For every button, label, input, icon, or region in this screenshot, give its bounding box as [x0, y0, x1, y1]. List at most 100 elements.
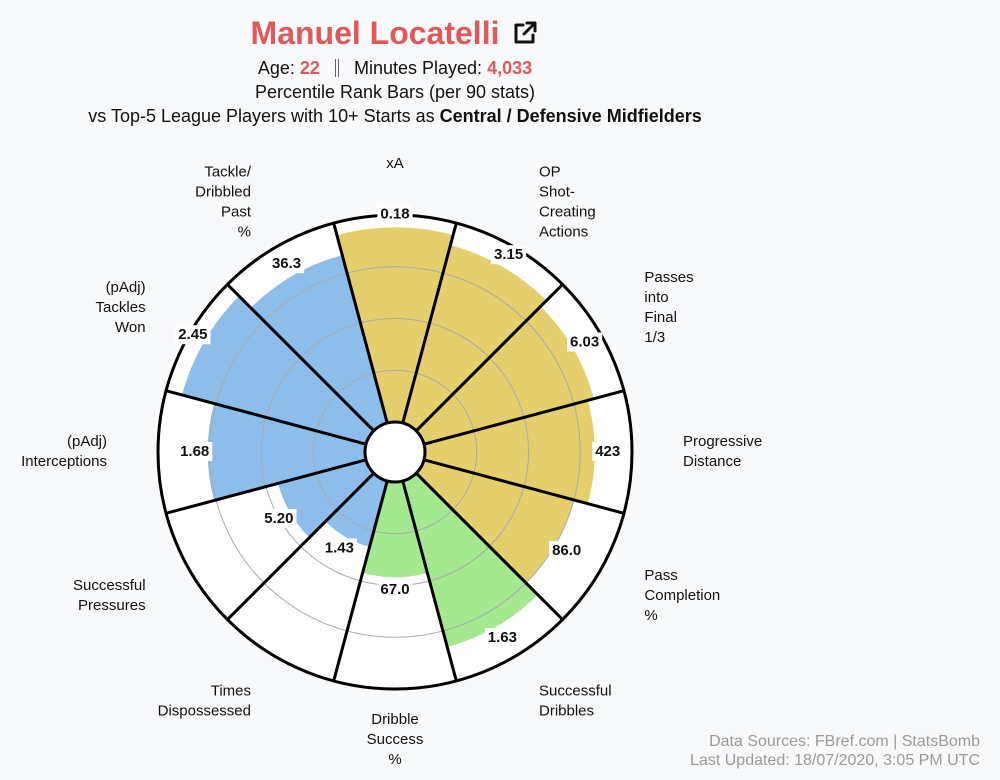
- spoke: [165, 389, 367, 446]
- subtitle: Percentile Rank Bars (per 90 stats): [254, 82, 536, 102]
- stat-label: 36.3: [272, 255, 301, 272]
- spoke: [423, 458, 625, 515]
- minutes-value: 4,033: [487, 58, 533, 78]
- category-label: Successful: [539, 682, 612, 699]
- stat-label: 86.0: [552, 542, 581, 559]
- category-label: Pressures: [78, 597, 146, 614]
- stat-label-group: 86.0: [549, 541, 585, 561]
- category-label: Dribbled: [195, 184, 251, 201]
- age-value: 22: [299, 58, 320, 78]
- stat-label: 0.18: [380, 205, 409, 222]
- spoke: [165, 458, 367, 515]
- stat-label-group: 5.20: [261, 509, 297, 529]
- category-label: Successful: [73, 577, 146, 594]
- category-label: Shot-: [539, 184, 575, 201]
- stat-label-bg: [567, 332, 603, 352]
- stat-label: 1.43: [325, 539, 354, 556]
- spoke: [415, 472, 564, 621]
- category-label: 1/3: [644, 329, 665, 346]
- stat-label: 67.0: [380, 581, 409, 598]
- category-label: Tackle/: [204, 164, 252, 181]
- category-label: (pAdj): [67, 433, 107, 450]
- header: Manuel Locatelli Age: 22 Minutes Played:…: [0, 10, 790, 128]
- stat-label-group: 1.43: [321, 538, 357, 558]
- category-label: Pass: [644, 567, 677, 584]
- category-label: Completion: [644, 587, 720, 604]
- stat-label-group: 2.45: [175, 325, 211, 345]
- updated: Last Updated: 18/07/2020, 3:05 PM UTC: [690, 752, 980, 769]
- age-label: Age:: [257, 58, 295, 78]
- category-label: Past: [221, 204, 252, 221]
- category-label: Success: [367, 731, 424, 748]
- category-label: Dribbles: [539, 702, 594, 719]
- category-label: into: [644, 289, 668, 306]
- comparison-line: vs Top-5 League Players with 10+ Starts …: [0, 104, 790, 128]
- sources: Data Sources: FBref.com | StatsBomb: [709, 733, 980, 750]
- category-label: Won: [115, 319, 146, 336]
- category-label: %: [238, 224, 251, 241]
- external-link-icon[interactable]: [511, 19, 539, 47]
- stat-label-group: 3.15: [491, 245, 527, 265]
- wedge: [423, 400, 595, 504]
- wedge: [336, 227, 454, 424]
- category-label: xA: [386, 155, 404, 172]
- wedge: [278, 459, 374, 538]
- title-row: Manuel Locatelli: [251, 10, 540, 56]
- spoke: [423, 389, 625, 446]
- category-label: (pAdj): [106, 279, 146, 296]
- spoke: [401, 480, 458, 682]
- position-group: Central / Defensive Midfielders: [439, 106, 702, 126]
- stat-label: 423: [595, 443, 620, 460]
- spoke: [332, 480, 389, 682]
- chart-title: Manuel Locatelli: [250, 15, 500, 51]
- category-label: Distance: [683, 453, 741, 470]
- minutes-label: Minutes Played:: [353, 58, 483, 78]
- category-label: OP: [539, 164, 561, 181]
- stat-label: 2.45: [178, 326, 207, 343]
- category-label: Creating: [539, 204, 596, 221]
- spoke: [226, 472, 375, 621]
- stat-label-group: 0.18: [377, 204, 413, 224]
- center-hole: [363, 420, 427, 484]
- category-label: Interceptions: [21, 453, 107, 470]
- stat-label-bg: [321, 538, 357, 558]
- stat-label-bg: [484, 627, 521, 647]
- separator: [334, 59, 339, 77]
- category-label: Passes: [644, 269, 693, 286]
- stat-label-bg: [377, 580, 413, 600]
- stat-label: 1.68: [180, 443, 209, 460]
- stat-label-bg: [491, 245, 527, 265]
- wedge: [207, 403, 367, 501]
- info-line: Age: 22 Minutes Played: 4,033: [0, 56, 790, 80]
- spoke: [332, 222, 389, 424]
- stat-label-group: 67.0: [377, 580, 413, 600]
- category-label: Dribble: [371, 711, 419, 728]
- stat-label-group: 6.03: [567, 332, 603, 352]
- category-label: %: [644, 607, 657, 624]
- stat-label: 1.63: [488, 629, 517, 646]
- category-label: Times: [211, 682, 251, 699]
- category-label: Progressive: [683, 433, 762, 450]
- stat-label-bg: [175, 325, 211, 345]
- category-label: Tackles: [96, 299, 146, 316]
- comparison: vs Top-5 League Players with 10+ Starts …: [88, 106, 435, 126]
- spoke: [415, 283, 564, 432]
- wedge: [325, 473, 388, 547]
- category-label: Dispossessed: [158, 702, 251, 719]
- stat-label-bg: [549, 541, 585, 561]
- spoke: [226, 283, 375, 432]
- stat-label: 3.15: [494, 246, 523, 263]
- wedge: [362, 480, 428, 578]
- stat-label: 5.20: [264, 510, 293, 527]
- category-label: Actions: [539, 224, 588, 241]
- stat-label-group: 36.3: [268, 254, 305, 274]
- stat-label-bg: [177, 441, 213, 461]
- category-label: %: [388, 751, 401, 768]
- category-label: Final: [644, 309, 677, 326]
- stat-label-bg: [377, 204, 413, 224]
- stat-label-bg: [261, 509, 297, 529]
- footer: Data Sources: FBref.com | StatsBomb Last…: [690, 732, 980, 770]
- stat-label-group: 423: [592, 441, 624, 461]
